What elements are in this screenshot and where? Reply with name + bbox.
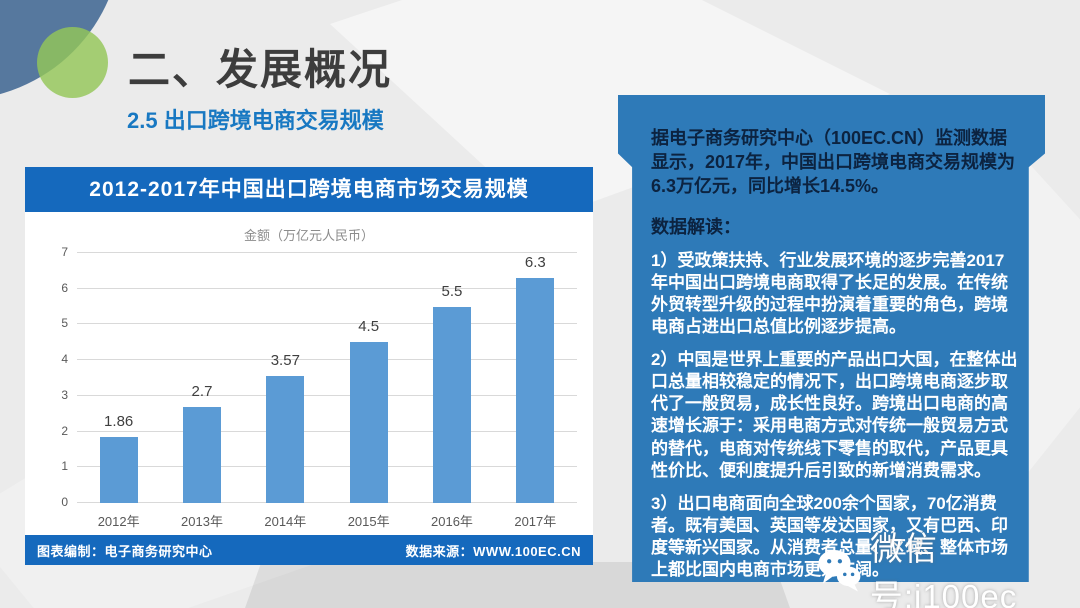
bar-2015年	[349, 342, 388, 503]
bar-value-2014年: 3.57	[270, 351, 300, 369]
y-tick-4: 4	[61, 352, 68, 367]
bar-value-2017年: 6.3	[524, 254, 546, 271]
gridline-3: 3	[61, 388, 577, 402]
gridline-2: 2	[61, 424, 577, 438]
wechat-badge: 微信号:i100ec	[816, 522, 1080, 608]
chart-footer: 图表编制：电子商务研究中心 数据来源：WWW.100EC.CN	[25, 535, 593, 565]
bar-value-2015年: 4.5	[358, 318, 380, 336]
decor-green-circle	[37, 27, 108, 98]
bar-2016年	[432, 306, 471, 503]
panel-intro: 据电子商务研究中心（100EC.CN）监测数据显示，2017年，中国出口跨境电商…	[651, 128, 1016, 196]
gridline-5: 5	[61, 316, 577, 330]
chart-footer-right: 数据来源：WWW.100EC.CN	[405, 543, 581, 559]
chart-title: 2012-2017年中国出口跨境电商市场交易规模	[25, 167, 593, 212]
chart-subtitle: 金额（万亿元人民币）	[243, 228, 374, 243]
y-tick-5: 5	[61, 316, 68, 331]
gridline-7: 7	[61, 245, 577, 259]
bar-slot-2012年: 1.86	[77, 253, 160, 503]
bars: 1.86 2.7 3.57 4.5 5.5 6.3	[77, 253, 577, 503]
bar-2013年	[182, 406, 221, 503]
panel-point-1: 1）受政策扶持、行业发展环境的逐步完善2017年中国出口跨境电商取得了长足的发展…	[651, 250, 1008, 337]
x-label-2013年: 2013年	[181, 514, 223, 529]
y-tick-2: 2	[61, 423, 68, 438]
y-tick-7: 7	[61, 245, 68, 259]
x-axis-labels: 2012年 2013年 2014年 2015年 2016年 2017年	[77, 511, 577, 530]
info-panel: 据电子商务研究中心（100EC.CN）监测数据显示，2017年，中国出口跨境电商…	[618, 95, 1045, 582]
gridline-4: 4	[61, 352, 577, 366]
wechat-icon	[818, 550, 861, 592]
x-label-2014年: 2014年	[264, 514, 307, 529]
bar-value-2016年: 5.5	[441, 282, 463, 300]
bar-chart-plot: 0 1 2 3 4 5 6 7 1.86 2.7 3.57 4.5 5.5 6.3	[61, 245, 577, 509]
gridline-6: 6	[61, 281, 577, 295]
chart-footer-left: 图表编制：电子商务研究中心	[37, 543, 213, 559]
chart-card: 2012-2017年中国出口跨境电商市场交易规模 金额（万亿元人民币） 0 1 2 3…	[25, 167, 593, 565]
y-tick-6: 6	[61, 280, 68, 295]
bar-slot-2015年: 4.5	[327, 253, 410, 503]
panel-content: 据电子商务研究中心（100EC.CN）监测数据显示，2017年，中国出口跨境电商…	[651, 127, 1019, 581]
bar-2017年	[516, 278, 555, 503]
panel-point-2: 2）中国是世界上重要的产品出口大国，在整体出口总量相较稳定的情况下，出口跨境电商…	[651, 350, 1018, 480]
wechat-id: 微信号:i100ec	[869, 530, 1018, 608]
panel-heading: 数据解读：	[651, 216, 741, 237]
y-tick-1: 1	[61, 459, 68, 474]
y-tick-3: 3	[61, 387, 68, 402]
bar-value-2013年: 2.7	[191, 382, 213, 400]
x-label-2016年: 2016年	[431, 514, 473, 529]
x-label-2015年: 2015年	[347, 514, 390, 529]
bar-slot-2017年: 6.3	[494, 253, 577, 503]
gridline-0: 0	[61, 495, 577, 509]
x-label-2012年: 2012年	[97, 514, 140, 529]
gridline-1: 1	[61, 459, 577, 473]
page-subtitle: 2.5 出口跨境电商交易规模	[127, 108, 384, 133]
bar-2014年	[266, 375, 305, 503]
bar-slot-2016年: 5.5	[410, 253, 493, 503]
y-tick-0: 0	[61, 495, 68, 509]
bar-slot-2013年: 2.7	[160, 253, 243, 503]
bar-2012年	[99, 436, 138, 503]
bar-value-2012年: 1.86	[104, 412, 134, 430]
bar-slot-2014年: 3.57	[244, 253, 327, 503]
section-title: 二、发展概况	[128, 46, 393, 93]
x-label-2017年: 2017年	[514, 514, 557, 529]
